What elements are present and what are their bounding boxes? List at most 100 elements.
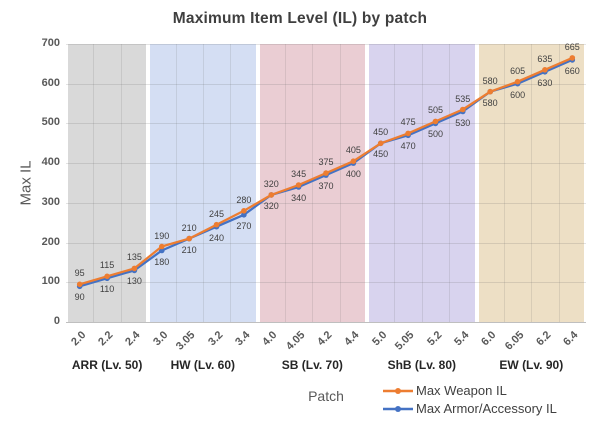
data-label-max-weapon-il: 280 (236, 194, 252, 205)
data-label-max-armor-accessory-il: 240 (208, 232, 225, 243)
data-point-marker-max-weapon-il (104, 273, 110, 280)
v-gridline (421, 44, 423, 322)
y-tick-label: 0 (53, 315, 60, 327)
data-point-marker-max-weapon-il (295, 182, 302, 188)
y-tick-label: 100 (41, 275, 60, 288)
data-label-max-weapon-il: 135 (126, 252, 142, 263)
data-label-max-weapon-il: 450 (373, 127, 389, 138)
v-gridline (312, 44, 314, 322)
h-gridline (66, 123, 586, 125)
data-label-max-weapon-il: 405 (345, 145, 361, 156)
data-point-marker-max-weapon-il (377, 140, 384, 147)
y-tick-label: 500 (41, 116, 60, 129)
legend-line-marker-icon (383, 387, 413, 394)
data-label-max-weapon-il: 375 (318, 157, 334, 168)
v-gridline (175, 44, 177, 322)
data-point-marker-max-armor-accessory-il (159, 247, 165, 254)
data-point-marker-max-weapon-il (76, 281, 83, 288)
v-gridline (503, 44, 505, 322)
data-label-max-armor-accessory-il: 660 (564, 65, 580, 76)
data-label-max-weapon-il: 95 (74, 268, 85, 279)
x-axis-line (66, 322, 586, 323)
era-label-hw-lv-60: HW (Lv. 60) (170, 358, 236, 372)
legend: Max Weapon IL Max Armor/Accessory IL (383, 383, 557, 416)
data-label-max-armor-accessory-il: 500 (427, 129, 444, 140)
y-tick-label: 600 (41, 76, 60, 89)
h-gridline (66, 202, 586, 204)
data-label-max-armor-accessory-il: 450 (373, 149, 389, 160)
legend-label: Max Armor/Accessory IL (416, 401, 557, 416)
v-gridline (202, 44, 204, 322)
y-tick-label: 200 (41, 235, 60, 248)
data-label-max-weapon-il: 345 (291, 169, 307, 179)
h-gridline (66, 282, 586, 284)
data-point-marker-max-weapon-il (350, 158, 357, 164)
data-label-max-weapon-il: 535 (455, 93, 471, 104)
data-label-max-weapon-il: 320 (263, 178, 279, 189)
v-gridline (120, 44, 122, 322)
v-gridline (339, 44, 341, 322)
v-gridline (449, 44, 451, 322)
data-label-max-armor-accessory-il: 530 (455, 117, 471, 128)
data-label-max-weapon-il: 245 (208, 208, 225, 219)
data-point-marker-max-weapon-il (131, 265, 138, 272)
data-label-max-weapon-il: 635 (537, 53, 553, 64)
data-label-max-armor-accessory-il: 110 (99, 284, 115, 295)
era-label-ew-lv-90: EW (Lv. 90) (499, 358, 564, 372)
data-point-marker-max-weapon-il (323, 170, 329, 176)
data-label-max-armor-accessory-il: 210 (181, 244, 197, 255)
data-point-marker-max-weapon-il (213, 221, 220, 228)
data-point-marker-max-weapon-il (514, 78, 521, 85)
data-point-marker-max-weapon-il (569, 55, 576, 61)
data-point-marker-max-weapon-il (460, 106, 466, 113)
era-label-shb-lv-80: ShB (Lv. 80) (387, 358, 457, 372)
data-label-max-weapon-il: 190 (154, 230, 170, 241)
h-gridline (66, 163, 586, 165)
era-band-shb-lv-80 (369, 44, 475, 322)
data-label-max-armor-accessory-il: 580 (482, 97, 498, 108)
data-label-max-weapon-il: 580 (482, 75, 498, 86)
era-band-sb-lv-70 (259, 44, 366, 322)
data-label-max-weapon-il: 605 (510, 65, 526, 76)
y-tick-label: 700 (41, 37, 60, 49)
data-label-max-armor-accessory-il: 600 (510, 89, 526, 100)
data-point-marker-max-weapon-il (159, 243, 165, 250)
data-point-marker-max-armor-accessory-il (241, 212, 247, 218)
data-point-marker-max-weapon-il (186, 235, 192, 242)
data-label-max-armor-accessory-il: 470 (400, 141, 416, 152)
data-label-max-weapon-il: 665 (564, 41, 580, 52)
v-gridline (93, 44, 95, 322)
legend-line-marker-icon (383, 405, 413, 412)
legend-item-max-weapon-il: Max Weapon IL (383, 383, 557, 398)
legend-label: Max Weapon IL (416, 383, 507, 398)
data-label-max-armor-accessory-il: 370 (318, 181, 334, 192)
legend-item-max-armor-accessory-il: Max Armor/Accessory IL (383, 401, 557, 416)
data-label-max-armor-accessory-il: 630 (537, 77, 553, 88)
data-label-max-weapon-il: 115 (99, 260, 115, 271)
era-label-sb-lv-70: SB (Lv. 70) (281, 358, 343, 372)
x-axis-title: Patch (308, 388, 344, 404)
data-point-marker-max-weapon-il (432, 118, 439, 125)
h-gridline (66, 242, 586, 244)
data-label-max-armor-accessory-il: 340 (291, 193, 307, 203)
data-label-max-armor-accessory-il: 130 (126, 276, 142, 287)
data-point-marker-max-weapon-il (268, 192, 275, 198)
data-point-marker-max-weapon-il (405, 130, 411, 137)
chart-title: Maximum Item Level (IL) by patch (172, 10, 428, 27)
era-label-arr-lv-50: ARR (Lv. 50) (71, 358, 143, 372)
data-point-marker-max-weapon-il (241, 208, 247, 214)
h-gridline (66, 44, 586, 45)
data-label-max-weapon-il: 475 (400, 117, 416, 128)
v-gridline (558, 44, 560, 322)
data-label-max-armor-accessory-il: 400 (345, 169, 361, 180)
data-label-max-armor-accessory-il: 320 (263, 200, 279, 211)
v-gridline (230, 44, 232, 322)
y-tick-label: 400 (41, 156, 60, 169)
data-point-marker-max-weapon-il (542, 67, 548, 73)
h-gridline (66, 83, 586, 85)
data-label-max-armor-accessory-il: 90 (74, 292, 85, 303)
era-band-hw-lv-60 (150, 44, 256, 322)
data-label-max-weapon-il: 210 (181, 222, 197, 233)
